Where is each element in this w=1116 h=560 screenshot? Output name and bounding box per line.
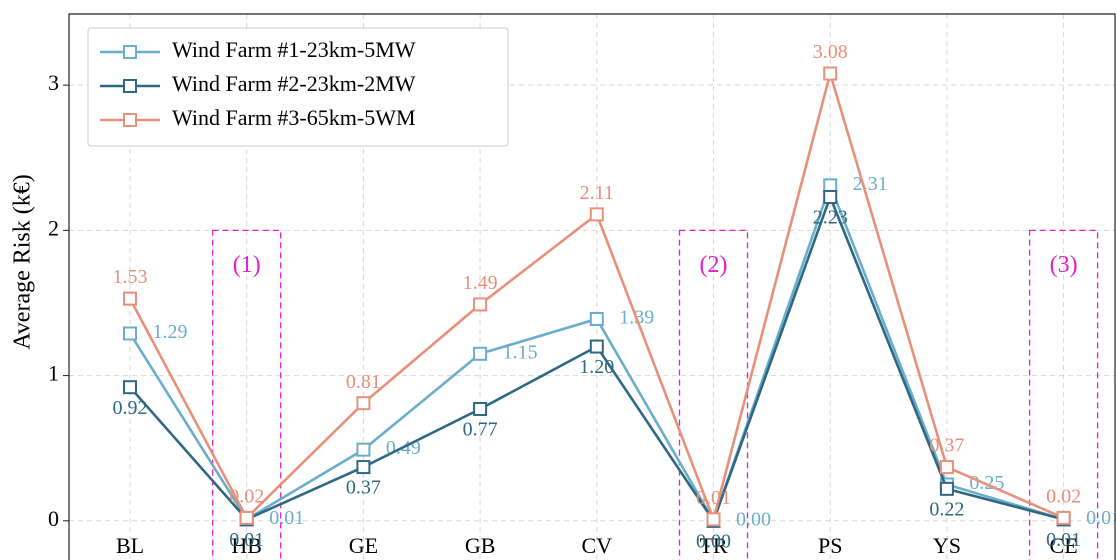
- marker: [589, 311, 604, 326]
- marker: [589, 207, 604, 222]
- data-label: 0.02: [1046, 485, 1081, 507]
- data-label: 1.15: [503, 341, 538, 363]
- highlight-box: [1028, 229, 1099, 560]
- x-tick-label: YS: [933, 533, 961, 558]
- marker: [123, 380, 137, 395]
- legend-label: Wind Farm #1-23km-5MW: [172, 37, 416, 62]
- marker: [1056, 510, 1071, 525]
- data-label: 0.92: [113, 397, 148, 419]
- data-label: 1.53: [113, 266, 148, 288]
- legend-marker: [123, 45, 137, 59]
- highlight-box: [678, 229, 749, 560]
- highlight-label: (1): [233, 252, 261, 278]
- legend-marker: [123, 113, 137, 127]
- data-label: 0.01: [269, 507, 304, 529]
- data-label: 3.08: [813, 41, 848, 63]
- marker: [939, 460, 954, 475]
- marker: [473, 401, 488, 416]
- marker: [823, 178, 838, 193]
- data-label: 0.22: [929, 498, 964, 520]
- y-tick-label: 3: [48, 70, 59, 95]
- marker: [123, 291, 137, 306]
- data-label: 0.01: [229, 529, 264, 551]
- data-label: 1.49: [463, 272, 498, 294]
- marker: [823, 66, 838, 81]
- highlight-box: [212, 229, 282, 560]
- data-label: 0.00: [696, 530, 731, 552]
- y-tick-label: 2: [48, 215, 59, 240]
- data-label: 0.01: [1046, 529, 1081, 551]
- legend-label: Wind Farm #2-23km-2MW: [172, 71, 416, 96]
- marker: [239, 510, 254, 525]
- x-tick-label: HB: [231, 533, 262, 558]
- marker: [589, 339, 604, 354]
- marker: [823, 189, 838, 204]
- legend-marker: [123, 79, 137, 93]
- x-tick-label: CV: [582, 533, 613, 558]
- marker: [123, 326, 137, 341]
- x-tick-label: GE: [349, 533, 378, 558]
- data-label: 0.02: [229, 485, 264, 507]
- marker: [473, 297, 488, 312]
- marker: [356, 396, 371, 411]
- x-tick-label: PS: [818, 533, 842, 558]
- legend-label: Wind Farm #3-65km-5WM: [172, 105, 416, 130]
- y-tick-label: 1: [48, 361, 59, 386]
- highlight-label: (2): [700, 252, 728, 278]
- data-label: 0.37: [929, 435, 964, 457]
- data-label: 0.00: [736, 508, 771, 530]
- data-label: 1.29: [153, 321, 188, 343]
- data-label: 2.23: [813, 207, 848, 229]
- marker: [356, 442, 371, 457]
- x-tick-label: TR: [699, 533, 727, 558]
- axes-frame: [68, 13, 1116, 560]
- legend-box: [87, 27, 509, 147]
- marker: [939, 481, 954, 496]
- data-label: 0.37: [346, 477, 381, 499]
- highlight-label: (3): [1050, 252, 1078, 278]
- data-label: 2.11: [580, 182, 614, 204]
- data-label: 0.81: [346, 371, 381, 393]
- marker: [473, 346, 488, 361]
- data-label: 1.20: [579, 356, 614, 378]
- x-tick-label: GB: [465, 533, 496, 558]
- marker: [706, 512, 721, 527]
- x-tick-label: BL: [116, 533, 144, 558]
- y-axis-label: Average Risk (k€): [10, 174, 36, 350]
- data-label: 0.01: [696, 487, 731, 509]
- data-label: 0.01: [1086, 507, 1116, 529]
- y-tick-label: 0: [48, 506, 59, 531]
- data-label: 0.77: [463, 419, 498, 441]
- marker: [356, 460, 371, 475]
- x-tick-label: CE: [1050, 533, 1078, 558]
- data-label: 2.31: [853, 173, 888, 195]
